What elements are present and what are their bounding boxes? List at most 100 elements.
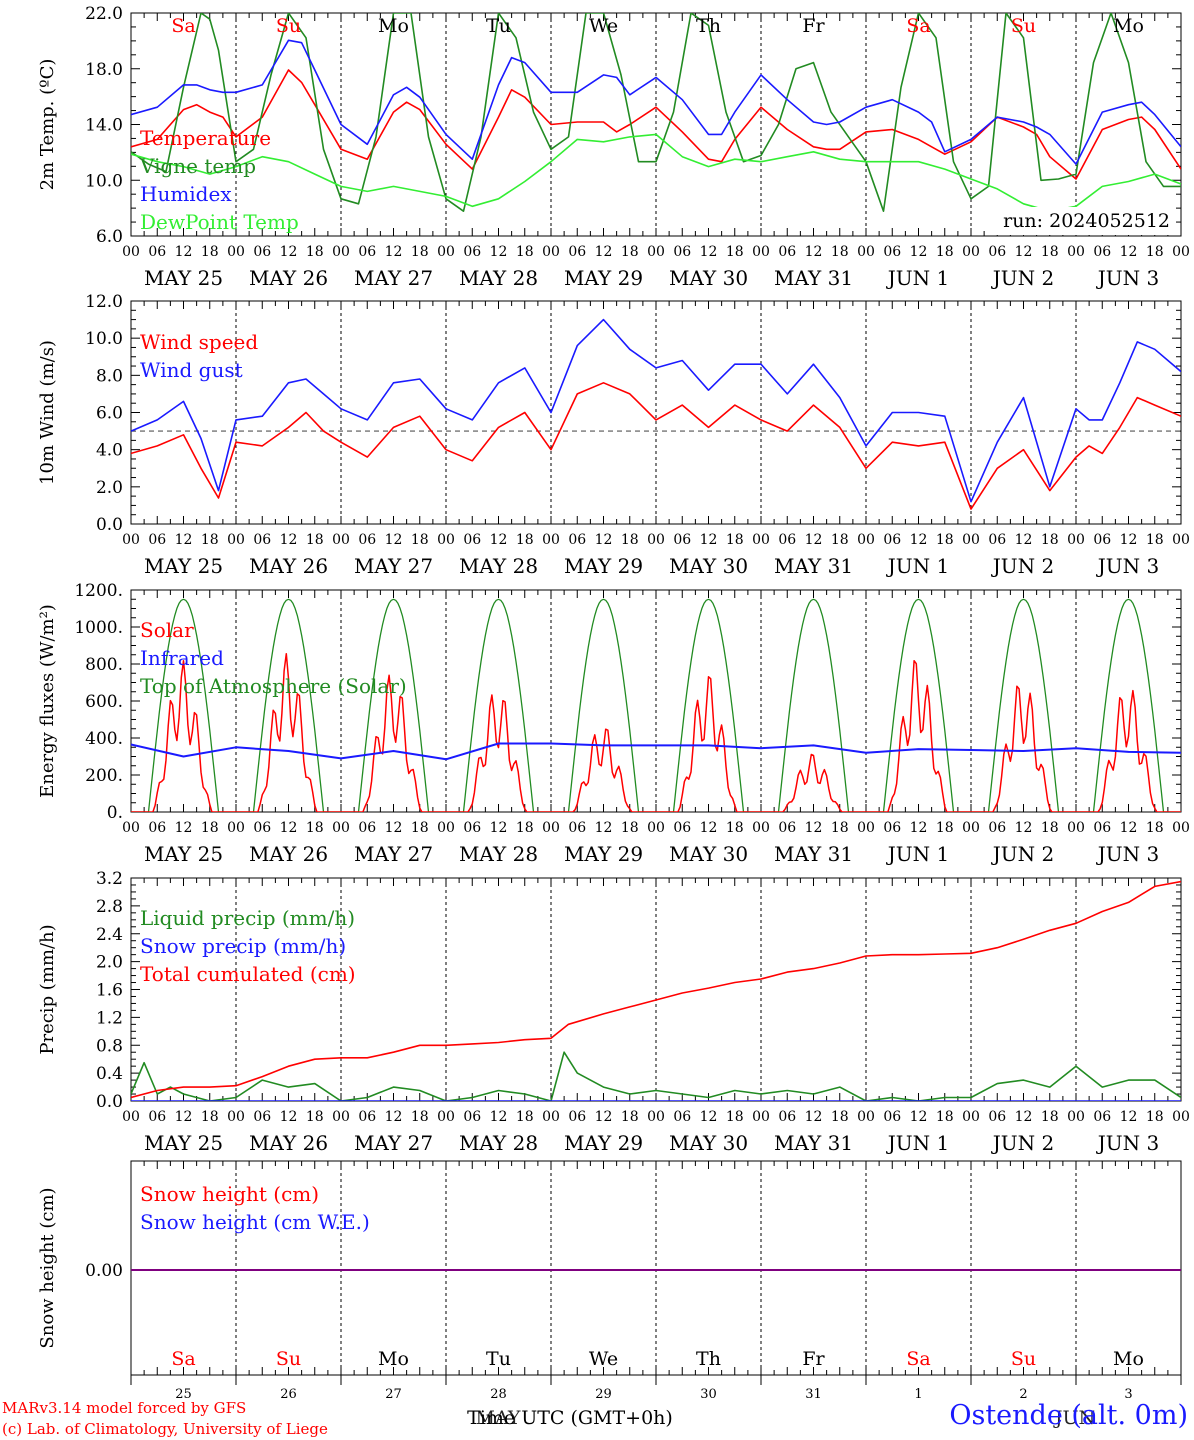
panel-1: 6.0 10.0 14.0 18.0 22.0 2m Temp. (ºC) 00 06 12 18… bbox=[37, 4, 1190, 290]
x-day-label: MAY 25 bbox=[144, 554, 223, 578]
x-hour-label: 18 bbox=[831, 532, 849, 548]
x-day-label: MAY 29 bbox=[564, 842, 643, 866]
x-hour-label: 12 bbox=[805, 1109, 823, 1125]
y-tick-label: 0.0 bbox=[96, 515, 123, 535]
x-hour-label: 00 bbox=[542, 820, 560, 836]
legend-item: Wind gust bbox=[140, 358, 243, 382]
series-wind-gust bbox=[131, 318, 1181, 503]
series-dewpoint-temp bbox=[131, 133, 1181, 212]
y-tick-label: 1.6 bbox=[96, 981, 123, 1001]
x-hour-label: 12 bbox=[595, 820, 613, 836]
legend-item: Top of Atmosphere (Solar) bbox=[140, 674, 407, 698]
x-hour-label: 12 bbox=[1120, 244, 1138, 260]
x-hour-label: 06 bbox=[883, 532, 901, 548]
run-label: run: 2024052512 bbox=[1003, 210, 1170, 232]
y-tick-label: 18.0 bbox=[85, 60, 123, 80]
x-hour-label: 18 bbox=[201, 532, 219, 548]
weekday-label: Mo bbox=[1113, 1348, 1144, 1370]
x-hour-label: 06 bbox=[568, 1109, 586, 1125]
x-hour-label: 12 bbox=[910, 820, 928, 836]
x-hour-label: 06 bbox=[358, 532, 376, 548]
y-axis-label: Snow height (cm) bbox=[37, 1187, 58, 1348]
x-day-label: JUN 3 bbox=[1096, 266, 1159, 290]
series-humidex bbox=[131, 39, 1181, 165]
x-hour-label: 06 bbox=[883, 1109, 901, 1125]
x-hour-label: 12 bbox=[910, 532, 928, 548]
x-day-label: JUN 1 bbox=[886, 1131, 949, 1155]
legend-item: Vigne temp bbox=[139, 154, 256, 178]
x-day-label: MAY 31 bbox=[774, 266, 853, 290]
weekday-label: Su bbox=[276, 15, 301, 37]
day-number: 25 bbox=[175, 1387, 192, 1402]
x-hour-label: 06 bbox=[568, 820, 586, 836]
y-tick-label: 2.0 bbox=[96, 478, 123, 498]
x-hour-label: 18 bbox=[1041, 1109, 1059, 1125]
x-hour-label: 18 bbox=[726, 532, 744, 548]
x-day-label: MAY 29 bbox=[564, 266, 643, 290]
x-hour-label: 18 bbox=[1146, 1109, 1164, 1125]
x-hour-label: 06 bbox=[358, 244, 376, 260]
x-hour-label: 00 bbox=[437, 820, 455, 836]
x-day-label: JUN 1 bbox=[886, 554, 949, 578]
legend-item: Wind speed bbox=[140, 330, 258, 354]
y-tick-label: 1000. bbox=[74, 618, 123, 638]
x-hour-label: 12 bbox=[490, 244, 508, 260]
x-hour-label: 18 bbox=[936, 1109, 954, 1125]
panel-2: 0.0 2.0 4.0 6.0 8.0 10.0 12.0 10m Wind (m/s) 00 0… bbox=[37, 292, 1190, 578]
x-hour-label: 18 bbox=[516, 1109, 534, 1125]
x-hour-label: 12 bbox=[385, 244, 403, 260]
x-hour-label: 00 bbox=[1067, 244, 1085, 260]
x-hour-label: 12 bbox=[1120, 1109, 1138, 1125]
x-hour-label: 00 bbox=[857, 1109, 875, 1125]
plot-frame bbox=[130, 12, 1182, 237]
x-hour-label: 12 bbox=[1120, 532, 1138, 548]
x-hour-label: 12 bbox=[385, 1109, 403, 1125]
weekday-label: Mo bbox=[378, 15, 409, 37]
x-hour-label: 18 bbox=[621, 532, 639, 548]
panel-3: 0. 200. 400. 600. 800. 1000. 1200. Energy fluxe… bbox=[37, 581, 1190, 866]
y-tick-label: 1.2 bbox=[96, 1008, 123, 1028]
x-hour-label: 18 bbox=[411, 1109, 429, 1125]
x-hour-label: 06 bbox=[463, 1109, 481, 1125]
x-day-label: MAY 25 bbox=[144, 842, 223, 866]
x-day-label: MAY 29 bbox=[564, 554, 643, 578]
x-day-label: JUN 1 bbox=[886, 842, 949, 866]
series-wind-speed bbox=[131, 381, 1181, 510]
x-day-label: MAY 28 bbox=[459, 1131, 538, 1155]
x-hour-label: 00 bbox=[542, 244, 560, 260]
x-hour-label: 00 bbox=[1172, 244, 1190, 260]
day-number: 26 bbox=[280, 1387, 297, 1402]
x-hour-label: 18 bbox=[1146, 820, 1164, 836]
x-hour-label: 06 bbox=[358, 820, 376, 836]
x-hour-label: 06 bbox=[988, 244, 1006, 260]
x-hour-label: 00 bbox=[1067, 532, 1085, 548]
weekday-label: Tu bbox=[486, 1348, 511, 1370]
y-tick-label: 400. bbox=[85, 729, 123, 749]
series-total-cumulated-cm- bbox=[131, 880, 1181, 1099]
x-hour-label: 18 bbox=[621, 1109, 639, 1125]
credit-lab: (c) Lab. of Climatology, University of L… bbox=[2, 1420, 328, 1438]
y-tick-label: 3.2 bbox=[96, 869, 123, 889]
weekday-label: Su bbox=[1011, 15, 1036, 37]
x-hour-label: 06 bbox=[673, 532, 691, 548]
weekday-label: Th bbox=[696, 1348, 721, 1370]
y-tick-label: 600. bbox=[85, 692, 123, 712]
month-label-may: MAY bbox=[476, 1407, 521, 1429]
x-day-label: MAY 27 bbox=[354, 266, 433, 290]
x-hour-label: 00 bbox=[1172, 1109, 1190, 1125]
x-hour-label: 18 bbox=[621, 820, 639, 836]
x-hour-label: 18 bbox=[201, 244, 219, 260]
x-day-label: JUN 3 bbox=[1096, 554, 1159, 578]
x-hour-label: 06 bbox=[778, 532, 796, 548]
y-tick-label: 1200. bbox=[74, 581, 123, 601]
month-label-jun: JUN bbox=[1053, 1407, 1095, 1429]
legend-item: Temperature bbox=[140, 126, 271, 150]
weekday-label: Sa bbox=[171, 15, 195, 37]
x-hour-label: 00 bbox=[752, 244, 770, 260]
x-hour-label: 00 bbox=[647, 1109, 665, 1125]
legend-item: Solar bbox=[140, 618, 194, 642]
x-day-label: JUN 3 bbox=[1096, 1131, 1159, 1155]
x-hour-label: 06 bbox=[778, 1109, 796, 1125]
y-tick-label: 2.0 bbox=[96, 953, 123, 973]
x-day-label: JUN 2 bbox=[991, 842, 1054, 866]
